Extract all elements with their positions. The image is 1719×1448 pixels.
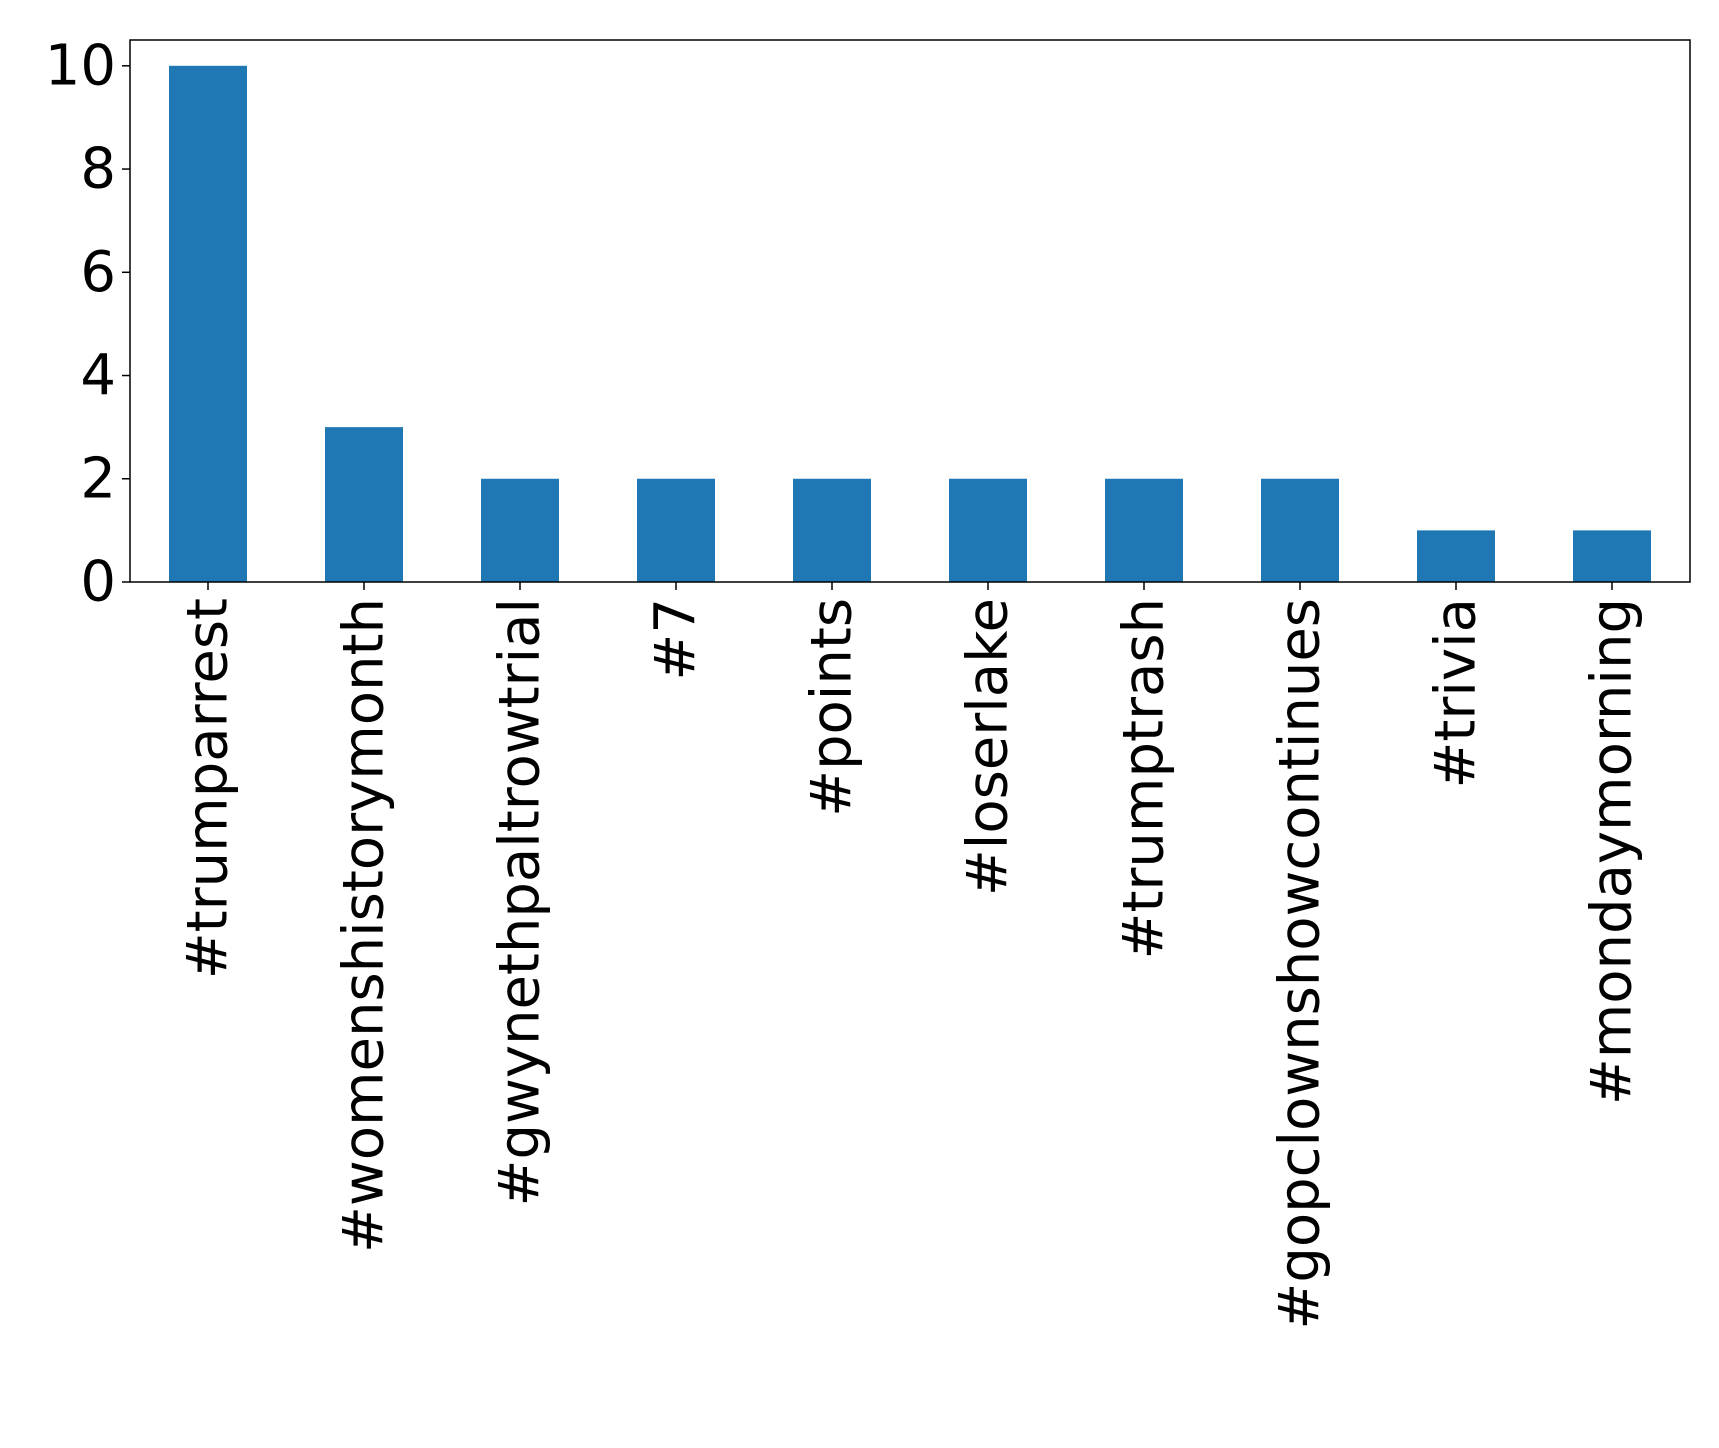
y-tick-label: 8 bbox=[80, 137, 116, 202]
bar-womenshistorymonth bbox=[325, 427, 403, 582]
y-tick-label: 2 bbox=[80, 446, 116, 511]
bar-mondaymorning bbox=[1573, 530, 1651, 582]
bar-7 bbox=[637, 478, 715, 582]
x-axis-ticks: #trumparrest #womenshistorymonth #gwynethp… bbox=[176, 582, 1645, 1330]
y-tick-label: 4 bbox=[80, 343, 116, 408]
bar-gwynethpaltrowtrial bbox=[481, 478, 559, 582]
x-tick-label: #womenshistorymonth bbox=[332, 598, 397, 1253]
plot-frame bbox=[129, 39, 1691, 583]
x-tick-label: #gopclownshowcontinues bbox=[1268, 598, 1333, 1330]
x-tick-label: #7 bbox=[644, 598, 709, 681]
bar-gopclownshowcontinues bbox=[1261, 478, 1339, 582]
x-tick-label: #trivia bbox=[1424, 598, 1489, 788]
bar-trumptrash bbox=[1105, 478, 1183, 582]
y-axis-ticks: 0 2 4 6 8 10 bbox=[45, 33, 130, 615]
y-tick-label: 10 bbox=[45, 33, 116, 98]
x-tick-label: #points bbox=[800, 598, 865, 817]
axes-layer bbox=[129, 39, 1691, 583]
y-tick-label: 6 bbox=[80, 240, 116, 305]
bar-points bbox=[793, 478, 871, 582]
x-tick-label: #trumparrest bbox=[176, 598, 241, 979]
y-tick-label: 0 bbox=[80, 550, 116, 615]
x-tick-label: #trumptrash bbox=[1112, 598, 1177, 959]
bar-loserlake bbox=[949, 478, 1027, 582]
bar-trivia bbox=[1417, 530, 1495, 582]
x-tick-label: #mondaymorning bbox=[1580, 598, 1645, 1105]
x-tick-label: #loserlake bbox=[956, 598, 1021, 896]
bar-trumparrest bbox=[169, 65, 247, 583]
x-tick-label: #gwynethpaltrowtrial bbox=[488, 598, 553, 1206]
bars-layer bbox=[169, 65, 1651, 583]
